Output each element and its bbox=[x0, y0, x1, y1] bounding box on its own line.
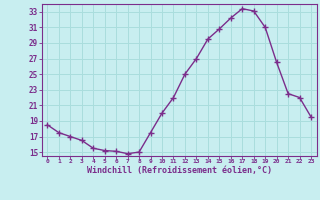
X-axis label: Windchill (Refroidissement éolien,°C): Windchill (Refroidissement éolien,°C) bbox=[87, 166, 272, 175]
